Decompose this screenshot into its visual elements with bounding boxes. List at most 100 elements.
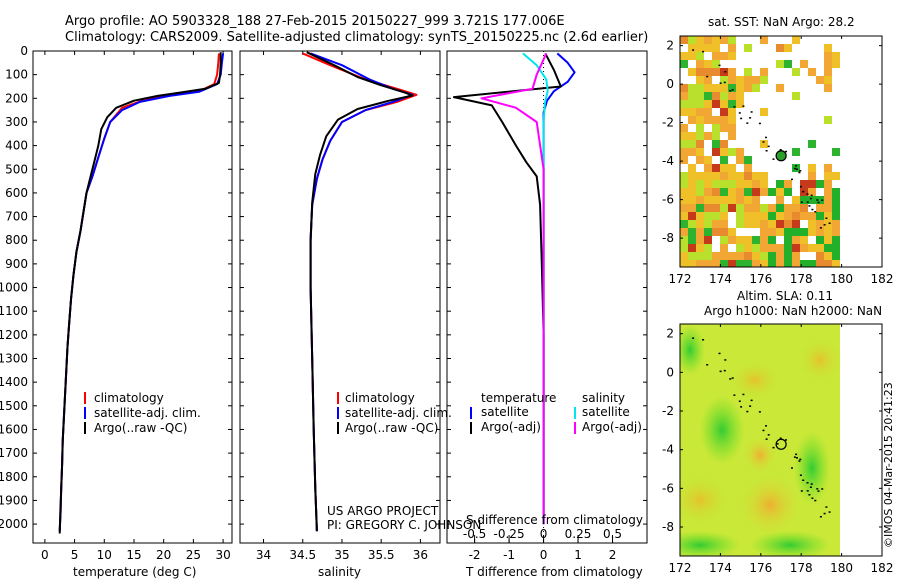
- x-tick-label: 34.5: [289, 548, 316, 562]
- sst-pixel: [808, 172, 816, 180]
- sst-pixel: [816, 228, 824, 236]
- sst-pixel: [696, 156, 704, 164]
- sst-pixel: [680, 236, 688, 244]
- map-y-tick-label: 0: [666, 77, 674, 91]
- sst-pixel: [824, 252, 832, 260]
- sst-pixel: [712, 228, 720, 236]
- sst-pixel: [760, 36, 768, 44]
- sst-pixel: [696, 132, 704, 140]
- map-y-tick-label: 2: [666, 39, 674, 53]
- sst-pixel: [824, 220, 832, 228]
- sst-pixel: [760, 180, 768, 188]
- imos-timestamp: ©IMOS 04-Mar-2015 20:41:23: [882, 382, 895, 548]
- sst-pixel: [800, 236, 808, 244]
- sst-pixel: [696, 36, 704, 44]
- sst-pixels: [680, 36, 840, 267]
- sst-pixel: [728, 108, 736, 116]
- sst-pixel: [808, 188, 816, 196]
- island-dot: [806, 201, 809, 203]
- sst-pixel: [704, 196, 712, 204]
- sst-pixel: [680, 52, 688, 60]
- sst-pixel: [696, 60, 704, 68]
- x-tick-label: 2: [609, 548, 617, 562]
- island-dot: [731, 377, 734, 379]
- sst-pixel: [808, 212, 816, 220]
- sst-pixel: [712, 116, 720, 124]
- island-dot: [758, 122, 761, 125]
- sst-pixel: [712, 260, 720, 267]
- sst-pixel: [712, 84, 720, 92]
- sst-pixel: [696, 148, 704, 156]
- s-tick-label: -0.25: [494, 527, 525, 541]
- temperature-legend: climatology satellite-adj. clim. Argo(..…: [84, 391, 201, 435]
- map-x-tick-label: 180: [830, 561, 853, 575]
- sst-pixel: [832, 220, 840, 228]
- sst-pixel: [720, 244, 728, 252]
- sst-pixel: [784, 180, 792, 188]
- island-dot: [810, 194, 813, 197]
- sst-pixel: [824, 244, 832, 252]
- sst-pixel: [696, 92, 704, 100]
- x-tick-label: 0: [540, 548, 548, 562]
- sst-pixel: [776, 188, 784, 196]
- map-x-tick-label: 180: [830, 272, 853, 286]
- sst-pixel: [760, 108, 768, 116]
- sst-pixel: [752, 260, 760, 267]
- sst-pixel: [744, 84, 752, 92]
- legend-label-s-satellite: satellite: [582, 405, 630, 419]
- sst-pixel: [768, 236, 776, 244]
- series-line-argo: [306, 51, 414, 532]
- map-y-tick-label: 2: [666, 327, 674, 341]
- sla-map-frame: [679, 323, 883, 557]
- map-x-tick-label: 178: [790, 272, 813, 286]
- sst-pixel: [824, 236, 832, 244]
- sst-pixel: [680, 84, 688, 92]
- island-dot: [749, 405, 752, 407]
- sst-pixel: [680, 244, 688, 252]
- sst-pixel: [728, 100, 736, 108]
- depth-axis: 0 100 200 300 400 500 600 700 800 900 1000 1100 1200…: [0, 44, 232, 531]
- sst-pixel: [832, 260, 840, 267]
- sst-pixel: [720, 36, 728, 44]
- x-tick-label: 25: [186, 548, 201, 562]
- depth-tick-label: 1000: [0, 281, 28, 295]
- island-dot: [762, 429, 765, 432]
- sst-pixel: [784, 236, 792, 244]
- sst-pixel: [680, 212, 688, 220]
- sla-map-panel: Altim. SLA: 0.11 Argo h1000: NaN h2000: …: [662, 289, 893, 575]
- sst-pixel: [680, 228, 688, 236]
- island-dot: [793, 456, 796, 458]
- sst-pixel: [680, 156, 688, 164]
- island-dot: [823, 224, 826, 226]
- depth-tick-label: 1200: [0, 328, 28, 342]
- sst-pixel: [832, 228, 840, 236]
- island-dot: [742, 105, 745, 107]
- x-tick-label: -2: [469, 548, 481, 562]
- sst-pixel: [712, 140, 720, 148]
- sst-pixel: [832, 188, 840, 196]
- legend-label-climatology: climatology: [94, 391, 164, 405]
- sst-pixel: [824, 260, 832, 267]
- sst-pixel: [792, 68, 800, 76]
- series-line-climatology: [302, 52, 418, 532]
- depth-tick-label: 500: [5, 162, 28, 176]
- sst-pixel: [680, 252, 688, 260]
- sst-pixel: [704, 260, 712, 267]
- depth-tick-label: 1100: [0, 304, 28, 318]
- map-x-tick-label: 182: [871, 272, 894, 286]
- sst-pixel: [704, 188, 712, 196]
- sst-pixel: [760, 204, 768, 212]
- sst-pixel: [712, 92, 720, 100]
- sst-pixel: [704, 84, 712, 92]
- sst-pixel: [832, 172, 840, 180]
- sst-pixel: [728, 164, 736, 172]
- sst-pixel: [784, 204, 792, 212]
- sst-pixel: [768, 244, 776, 252]
- difference-lines: [452, 52, 576, 525]
- x-tick-label: 5: [71, 548, 79, 562]
- island-dot: [765, 438, 768, 440]
- island-dot: [718, 352, 721, 355]
- sst-pixel: [696, 100, 704, 108]
- sst-pixel: [768, 204, 776, 212]
- sst-pixel: [800, 228, 808, 236]
